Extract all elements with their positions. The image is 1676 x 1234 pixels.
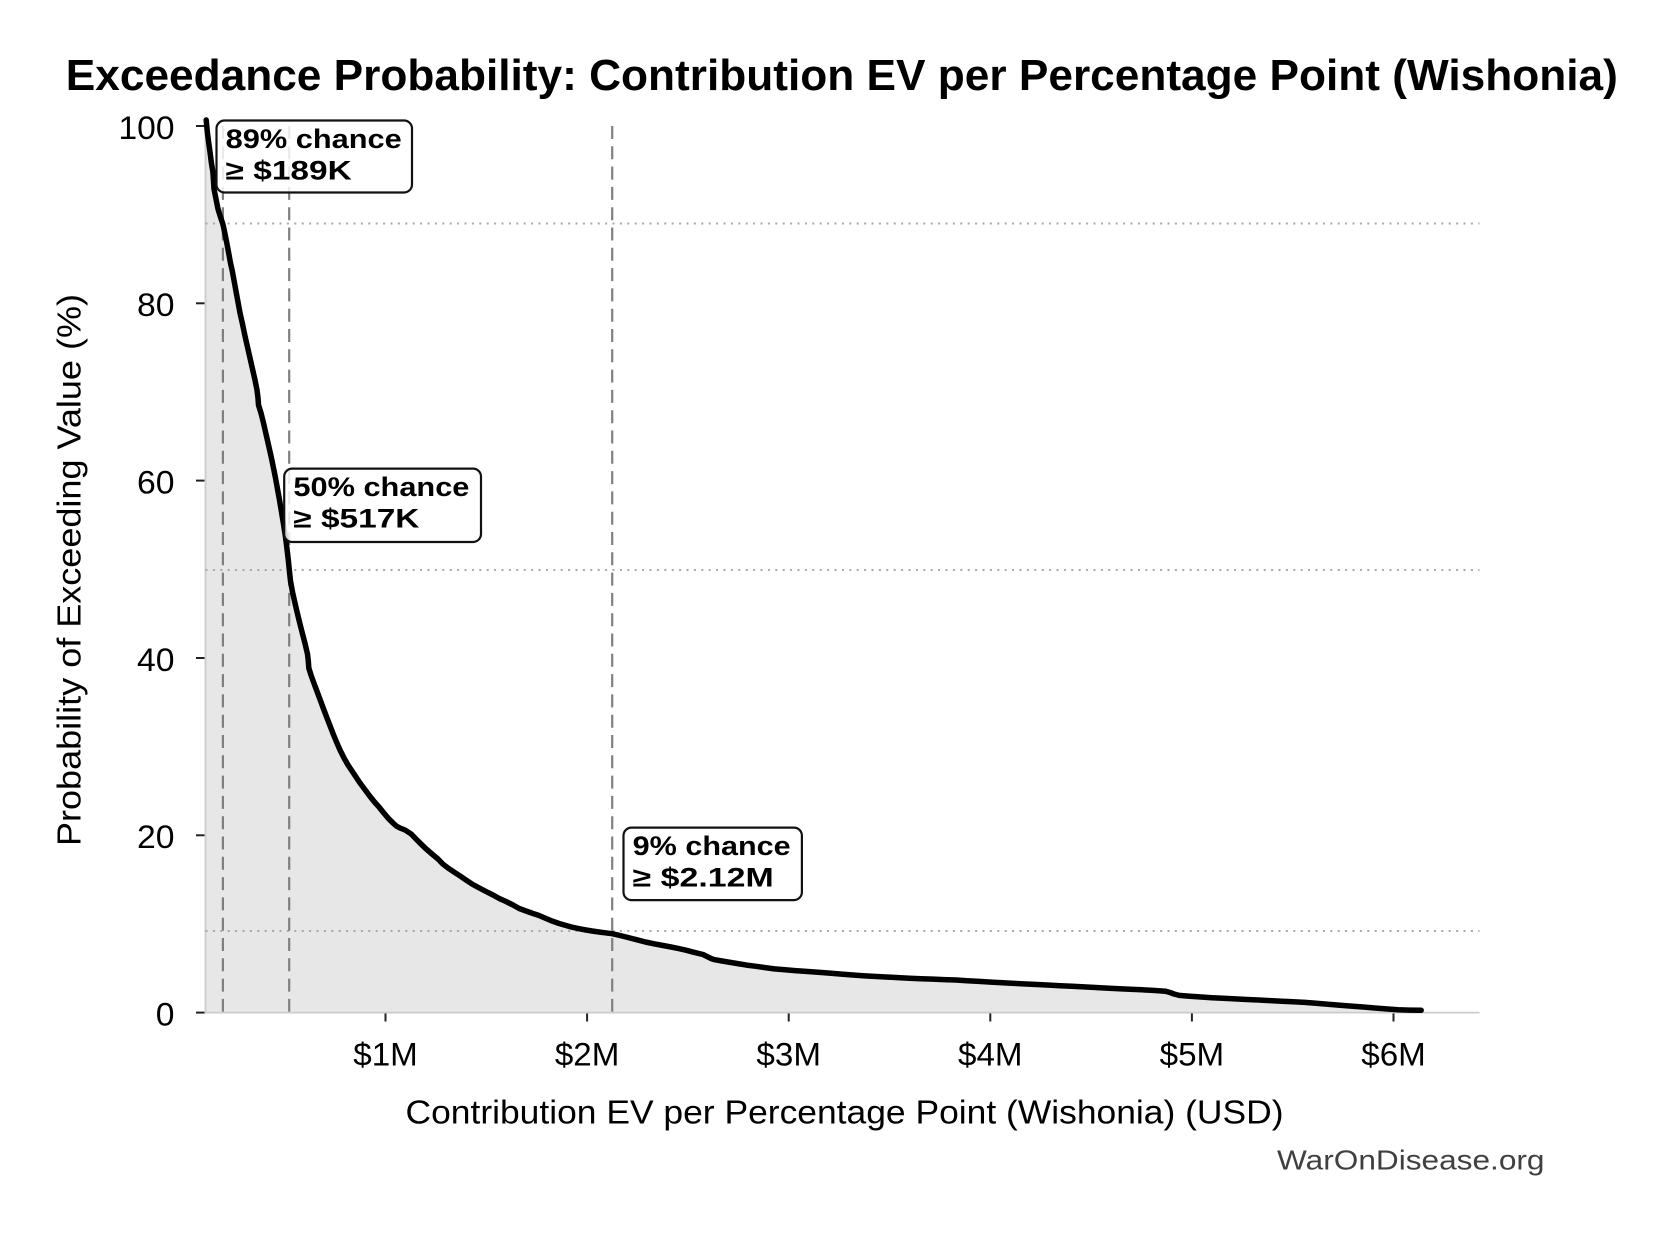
svg-text:40: 40 (137, 642, 175, 678)
svg-text:$5M: $5M (1160, 1036, 1225, 1072)
svg-text:$2M: $2M (555, 1036, 620, 1072)
svg-text:$1M: $1M (353, 1036, 418, 1072)
svg-text:$3M: $3M (756, 1036, 821, 1072)
svg-text:≥ $517K: ≥ $517K (293, 504, 420, 534)
svg-text:100: 100 (119, 110, 175, 146)
svg-text:Contribution EV per Percentage: Contribution EV per Percentage Point (Wi… (406, 1093, 1284, 1130)
svg-text:Probability of Exceeding Value: Probability of Exceeding Value (%) (51, 294, 88, 846)
svg-text:80: 80 (137, 287, 175, 323)
svg-text:WarOnDisease.org: WarOnDisease.org (1277, 1144, 1545, 1175)
svg-text:9% chance: 9% chance (633, 831, 791, 861)
svg-text:≥ $2.12M: ≥ $2.12M (633, 863, 774, 893)
svg-text:60: 60 (137, 464, 175, 500)
svg-text:$6M: $6M (1361, 1036, 1426, 1072)
svg-text:20: 20 (137, 819, 175, 855)
svg-text:Exceedance Probability: Contri: Exceedance Probability: Contribution EV … (66, 51, 1618, 100)
svg-text:$4M: $4M (958, 1036, 1023, 1072)
svg-text:≥ $189K: ≥ $189K (226, 156, 353, 186)
svg-text:0: 0 (156, 996, 175, 1032)
svg-text:89% chance: 89% chance (226, 124, 402, 154)
svg-text:50% chance: 50% chance (293, 472, 469, 502)
